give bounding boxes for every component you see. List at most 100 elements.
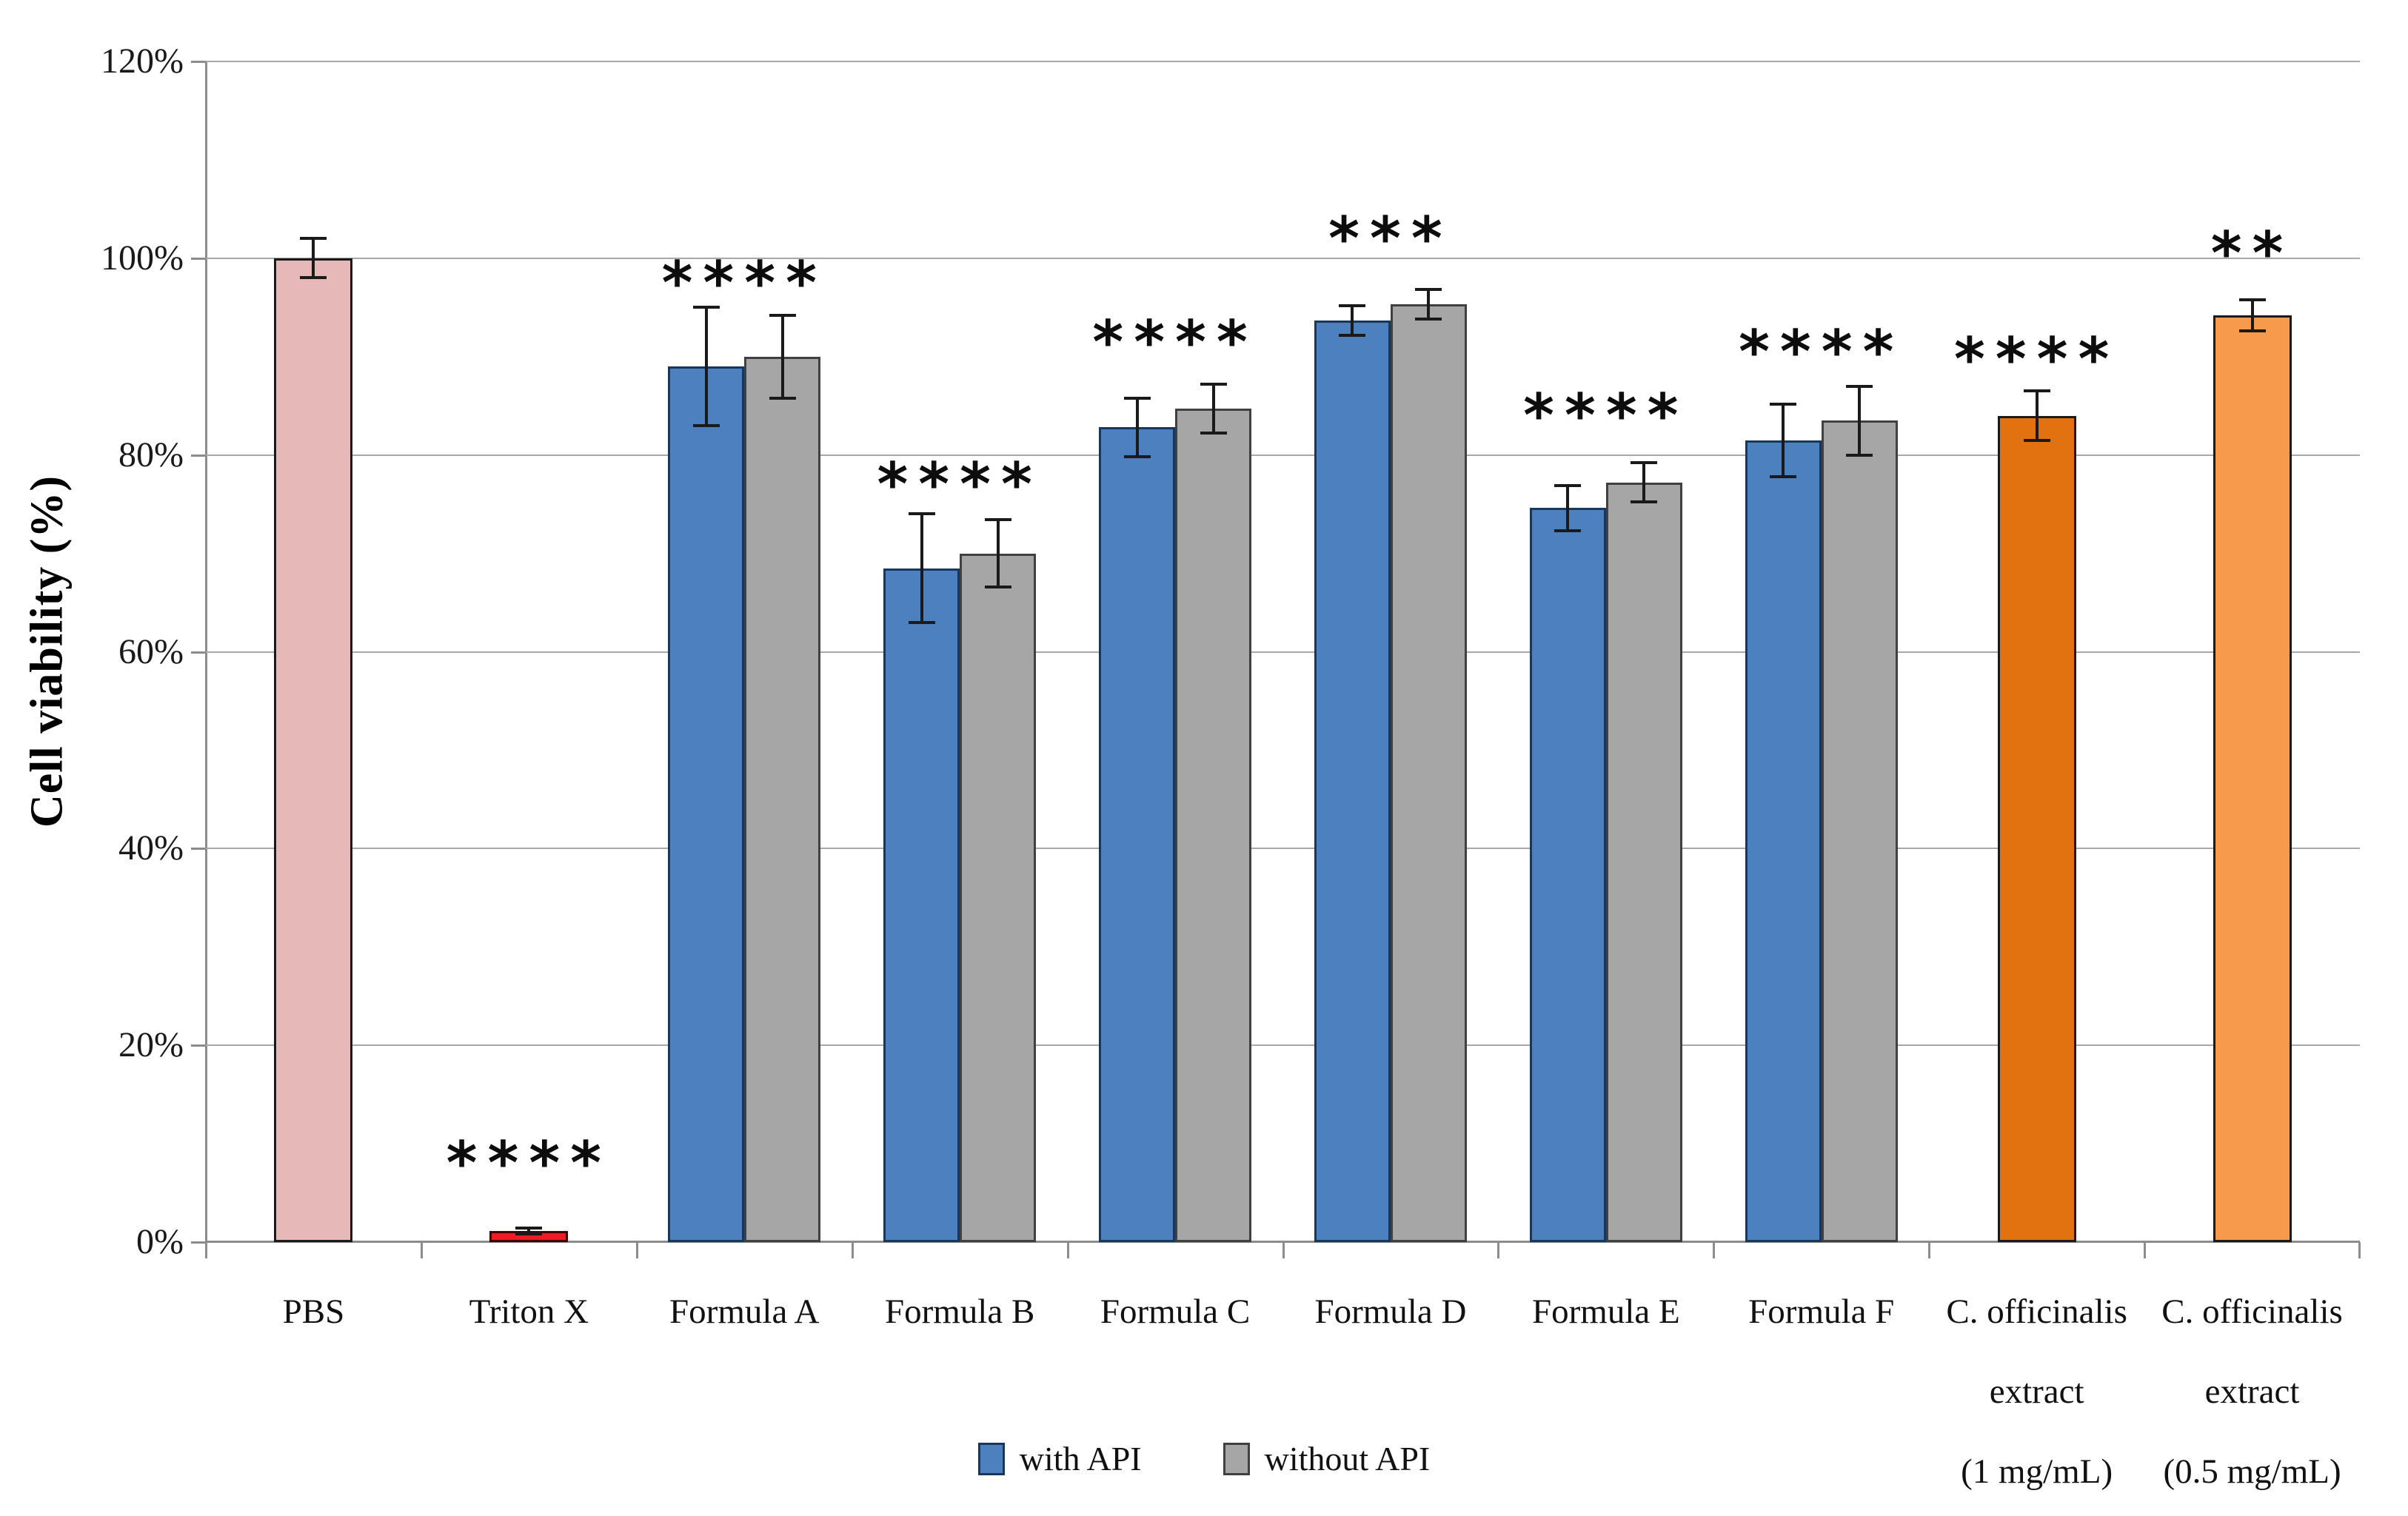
legend-item-with-api: with API [977,1440,1142,1478]
significance-stars: **** [446,1129,612,1198]
bar-without-API [744,356,821,1242]
error-bar-cap-bottom [769,396,796,400]
error-bar-cap-top [1554,483,1582,487]
gridline [206,848,2360,850]
error-bar-cap-bottom [1846,453,1873,457]
x-axis-tick [2144,1242,2147,1258]
x-axis-tick [1066,1242,1069,1258]
error-bar-cap-bottom [1123,455,1151,459]
error-bar [780,315,784,398]
bar-extract [1997,415,2076,1242]
error-bar [1211,383,1215,434]
y-axis-tick [191,257,206,260]
category-label-line: C. officinalis [2161,1292,2343,1331]
legend: with API without API [0,1442,2408,1476]
error-bar-cap-top [1770,402,1797,406]
error-bar-cap-top [300,237,327,241]
error-bar-cap-bottom [2023,438,2050,442]
bar-with-API [1529,508,1606,1242]
error-bar-cap-top [769,313,796,317]
category-label-line: Formula B [884,1292,1035,1331]
category-label: Formula B [830,1272,1090,1352]
category-label-line: (0.5 mg/mL) [2163,1452,2341,1492]
gridline [206,257,2360,259]
bar-without-API [960,553,1037,1242]
y-tick-label: 40% [118,828,184,868]
error-bar-cap-bottom [2238,329,2266,333]
category-label: PBS [184,1272,444,1352]
y-tick-label: 0% [136,1222,184,1261]
y-tick-label: 120% [101,41,184,81]
significance-stars: **** [1523,381,1689,451]
error-bar [996,520,1000,587]
x-axis-tick [635,1242,638,1258]
x-axis-tick [1928,1242,1931,1258]
error-bar-cap-bottom [1339,333,1366,337]
y-tick-label: 20% [118,1025,184,1065]
bar-without-API [1821,420,1898,1242]
x-axis-tick [420,1242,423,1258]
error-bar-cap-top [1200,382,1227,386]
y-tick-label: 80% [118,435,184,474]
category-label-line: Formula A [669,1292,820,1331]
x-axis-tick [205,1242,207,1258]
error-bar [1642,463,1646,503]
legend-label-without-api: without API [1264,1440,1431,1478]
category-label-line: (1 mg/mL) [1961,1452,2113,1492]
bar-with-API [668,366,745,1242]
plot-area: 0% 20% 40% 60% 80% 100% 120% **** **** **** **** **… [101,44,2361,1260]
error-bar-cap-bottom [1200,432,1227,435]
error-bar [527,1228,531,1235]
significance-stars: **** [661,248,827,318]
gridline [206,61,2360,62]
error-bar-cap-bottom [1415,318,1442,321]
error-bar-cap-top [984,518,1011,522]
error-bar [920,514,923,623]
error-bar [704,307,708,426]
category-label: Formula A [615,1272,874,1352]
bar-control [274,258,353,1242]
category-label: C. officinalis extract (0.5 mg/mL) [2122,1272,2382,1512]
error-bar-cap-bottom [1631,500,1658,504]
legend-swatch-without-api [1223,1443,1250,1475]
y-axis-tick [191,454,206,457]
y-tick-label: 100% [101,238,184,278]
error-bar [2250,299,2254,332]
error-bar-cap-top [1339,303,1366,307]
error-bar [1135,398,1139,457]
category-label-line: Formula E [1531,1292,1680,1331]
x-axis-tick [1282,1242,1285,1258]
x-axis-tick [2358,1242,2361,1258]
significance-stars: **** [1092,307,1258,377]
error-bar [2035,391,2039,440]
y-axis-tick [191,1044,206,1047]
category-label: C. officinalis extract (1 mg/mL) [1907,1272,2167,1512]
error-bar-cap-bottom [515,1232,543,1236]
error-bar-cap-bottom [692,423,720,427]
category-label: Formula E [1476,1272,1736,1352]
error-bar [1427,289,1431,320]
legend-label-with-api: with API [1019,1440,1142,1478]
x-axis-tick [1497,1242,1500,1258]
category-label-line: C. officinalis [1946,1292,2127,1331]
error-bar-cap-top [908,512,935,516]
error-bar-cap-bottom [984,585,1011,588]
category-label: Formula D [1261,1272,1521,1352]
error-bar-cap-top [692,306,720,309]
x-axis-line [206,1241,2360,1243]
category-label: Formula F [1691,1272,1951,1352]
error-bar-cap-bottom [1554,529,1582,532]
error-bar-cap-top [1631,461,1658,465]
significance-stars: **** [1739,317,1904,386]
error-bar [1351,305,1354,335]
significance-stars: *** [1328,204,1453,273]
error-bar-cap-top [515,1227,543,1230]
bar-extract [2213,315,2292,1242]
x-axis-tick [1713,1242,1716,1258]
error-bar-cap-top [1123,396,1151,400]
bar-with-API [1314,320,1391,1242]
category-label-line: Formula C [1100,1292,1251,1331]
legend-item-without-api: without API [1223,1440,1431,1478]
error-bar [1858,386,1862,455]
y-axis-tick [191,61,206,63]
